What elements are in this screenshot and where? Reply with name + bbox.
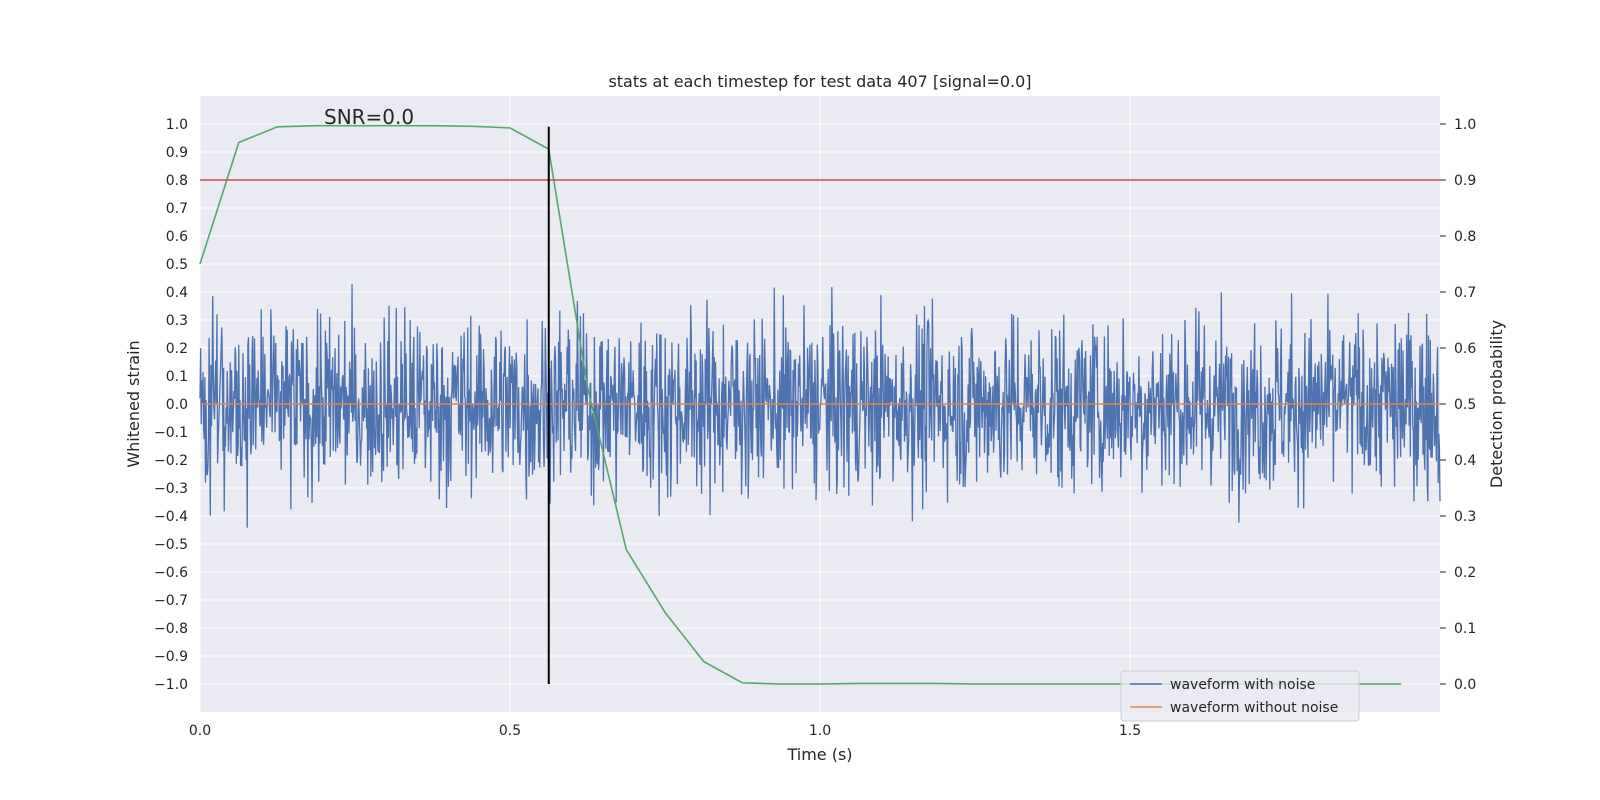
x-axis-label: Time (s) bbox=[786, 745, 852, 764]
y-tick-label-left: −0.5 bbox=[154, 537, 188, 553]
legend-box bbox=[1120, 670, 1360, 722]
y-tick-label-left: −0.9 bbox=[154, 649, 188, 665]
y-tick-label-left: 0.6 bbox=[166, 229, 188, 245]
y-tick-label-right: 0.6 bbox=[1454, 341, 1476, 357]
y-tick-label-right: 0.5 bbox=[1454, 397, 1476, 413]
y-tick-label-left: 0.9 bbox=[166, 145, 188, 161]
y-axis-label-right: Detection probability bbox=[1487, 320, 1506, 488]
y-tick-label-right: 0.8 bbox=[1454, 229, 1476, 245]
x-axis-ticks: 0.0 0.5 1.0 1.5 bbox=[189, 723, 1141, 739]
y-tick-label-left: −0.4 bbox=[154, 509, 188, 525]
x-tick-label: 0.5 bbox=[499, 723, 521, 739]
x-tick-label: 1.0 bbox=[809, 723, 831, 739]
y-tick-label-right: 0.4 bbox=[1454, 453, 1476, 469]
y-tick-label-left: 0.2 bbox=[166, 341, 188, 357]
snr-annotation: SNR=0.0 bbox=[324, 105, 414, 129]
y-tick-label-left: −0.1 bbox=[154, 425, 188, 441]
legend: waveform with noise waveform without noi… bbox=[1120, 670, 1360, 722]
legend-label-noise: waveform with noise bbox=[1170, 677, 1315, 693]
x-tick-label: 0.0 bbox=[189, 723, 211, 739]
y-axis-right-ticks: 1.0 0.9 0.8 0.7 0.6 0.5 0.4 0.3 0.2 0.1 0.0 bbox=[1440, 117, 1476, 693]
y-tick-label-left: −0.2 bbox=[154, 453, 188, 469]
y-tick-label-left: 0.3 bbox=[166, 313, 188, 329]
y-tick-label-left: −0.3 bbox=[154, 481, 188, 497]
y-tick-label-right: 0.7 bbox=[1454, 285, 1476, 301]
y-axis-label-left: Whitened strain bbox=[124, 340, 143, 467]
y-axis-left-ticks: 1.0 0.9 0.8 0.7 0.6 0.5 0.4 0.3 0.2 0.1 0.0 −0.1 −0.… bbox=[154, 117, 188, 693]
y-tick-label-left: 1.0 bbox=[166, 117, 188, 133]
y-tick-label-left: 0.5 bbox=[166, 257, 188, 273]
y-tick-label-left: 0.4 bbox=[166, 285, 188, 301]
y-tick-label-right: 0.9 bbox=[1454, 173, 1476, 189]
y-tick-label-left: −0.7 bbox=[154, 593, 188, 609]
y-tick-label-left: 0.7 bbox=[166, 201, 188, 217]
y-tick-label-left: −1.0 bbox=[154, 677, 188, 693]
y-tick-label-right: 0.2 bbox=[1454, 565, 1476, 581]
chart-title: stats at each timestep for test data 407… bbox=[608, 72, 1031, 91]
series-waveform-with-noise bbox=[199, 284, 1441, 528]
y-tick-label-right: 0.3 bbox=[1454, 509, 1476, 525]
y-tick-label-left: −0.6 bbox=[154, 565, 188, 581]
y-tick-label-left: 0.1 bbox=[166, 369, 188, 385]
y-tick-label-right: 0.0 bbox=[1454, 677, 1476, 693]
x-tick-label: 1.5 bbox=[1119, 723, 1141, 739]
legend-label-clean: waveform without noise bbox=[1170, 700, 1338, 716]
y-tick-label-right: 0.1 bbox=[1454, 621, 1476, 637]
y-tick-label-right: 1.0 bbox=[1454, 117, 1476, 133]
y-tick-label-left: −0.8 bbox=[154, 621, 188, 637]
y-tick-label-left: 0.0 bbox=[166, 397, 188, 413]
y-tick-label-left: 0.8 bbox=[166, 173, 188, 189]
